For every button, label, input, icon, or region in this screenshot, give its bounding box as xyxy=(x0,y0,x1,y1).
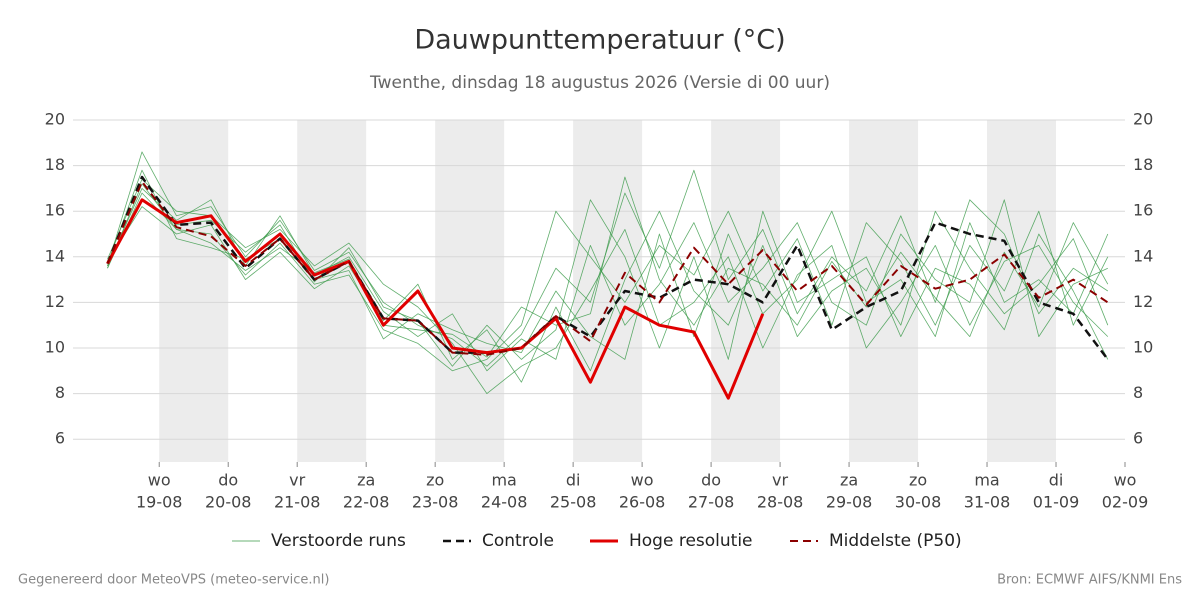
x-tick-weekday: do xyxy=(701,471,721,490)
y2-tick-label: 16 xyxy=(1133,201,1153,220)
y-tick-label: 16 xyxy=(45,201,65,220)
x-tick-weekday: ma xyxy=(974,471,999,490)
y2-tick-label: 6 xyxy=(1133,429,1143,448)
y2-tick-label: 8 xyxy=(1133,383,1143,402)
ensemble-line xyxy=(107,188,1108,372)
y2-tick-label: 12 xyxy=(1133,292,1153,311)
day-band xyxy=(573,120,643,462)
legend-label: Verstoorde runs xyxy=(271,531,406,551)
chart-title: Dauwpunttemperatuur (°C) xyxy=(414,25,785,56)
x-tick-date: 02-09 xyxy=(1102,493,1149,512)
x-tick-date: 27-08 xyxy=(688,493,735,512)
day-band xyxy=(159,120,229,462)
x-tick-date: 26-08 xyxy=(619,493,666,512)
footer-source: Bron: ECMWF AIFS/KNMI Ens xyxy=(997,573,1182,588)
day-band xyxy=(297,120,367,462)
x-tick-date: 19-08 xyxy=(136,493,183,512)
ensemble-line xyxy=(107,176,1109,358)
x-tick-date: 28-08 xyxy=(757,493,804,512)
footer-credit: Gegenereerd door MeteoVPS (meteo-service… xyxy=(18,573,329,588)
y2-tick-label: 10 xyxy=(1133,338,1153,357)
x-tick-date: 20-08 xyxy=(205,493,252,512)
x-tick-weekday: do xyxy=(218,471,238,490)
y-tick-label: 6 xyxy=(55,429,65,448)
series-line xyxy=(106,198,765,400)
legend-label: Controle xyxy=(482,531,554,551)
legend-item: Hoge resolutie xyxy=(590,531,753,551)
y-tick-label: 10 xyxy=(45,338,65,357)
x-tick-date: 01-09 xyxy=(1033,493,1080,512)
day-band xyxy=(711,120,781,462)
legend-item: Verstoorde runs xyxy=(232,531,406,551)
x-tick-date: 24-08 xyxy=(481,493,528,512)
x-tick-weekday: zo xyxy=(909,471,927,490)
x-tick-date: 29-08 xyxy=(826,493,873,512)
ensemble-line xyxy=(107,151,1109,367)
x-tick-weekday: di xyxy=(1049,471,1064,490)
chart-subtitle: Twenthe, dinsdag 18 augustus 2026 (Versi… xyxy=(369,73,830,93)
ensemble-line xyxy=(107,178,1109,394)
y-tick-label: 12 xyxy=(45,292,65,311)
y-tick-label: 20 xyxy=(45,110,65,129)
x-tick-date: 30-08 xyxy=(895,493,942,512)
x-tick-date: 23-08 xyxy=(412,493,459,512)
x-tick-weekday: zo xyxy=(426,471,444,490)
y-tick-label: 14 xyxy=(45,246,65,265)
x-tick-weekday: di xyxy=(566,471,581,490)
y2-tick-label: 18 xyxy=(1133,155,1153,174)
legend-item: Controle xyxy=(443,531,554,551)
y-tick-label: 8 xyxy=(55,383,65,402)
x-tick-weekday: ma xyxy=(491,471,516,490)
legend-label: Hoge resolutie xyxy=(629,531,753,551)
x-tick-weekday: wo xyxy=(148,471,171,490)
y-tick-label: 18 xyxy=(45,155,65,174)
legend-item: Middelste (P50) xyxy=(790,531,962,551)
x-tick-weekday: wo xyxy=(631,471,654,490)
y2-tick-label: 20 xyxy=(1133,110,1153,129)
ensemble-line xyxy=(107,199,1109,367)
series-line xyxy=(106,180,1109,356)
x-tick-weekday: vr xyxy=(289,471,305,490)
y2-tick-label: 14 xyxy=(1133,246,1153,265)
plot-background xyxy=(73,119,1125,462)
x-tick-date: 25-08 xyxy=(550,493,597,512)
legend-label: Middelste (P50) xyxy=(829,531,962,551)
x-tick-weekday: vr xyxy=(772,471,788,490)
x-tick-date: 22-08 xyxy=(343,493,390,512)
day-band xyxy=(435,120,505,462)
x-tick-weekday: za xyxy=(840,471,858,490)
x-tick-date: 31-08 xyxy=(964,493,1011,512)
ensemble-line xyxy=(107,206,1109,383)
x-tick-weekday: za xyxy=(357,471,375,490)
x-tick-weekday: wo xyxy=(1114,471,1137,490)
x-tick-date: 21-08 xyxy=(274,493,321,512)
series-line xyxy=(106,175,1109,361)
ensemble-line xyxy=(107,192,1109,372)
